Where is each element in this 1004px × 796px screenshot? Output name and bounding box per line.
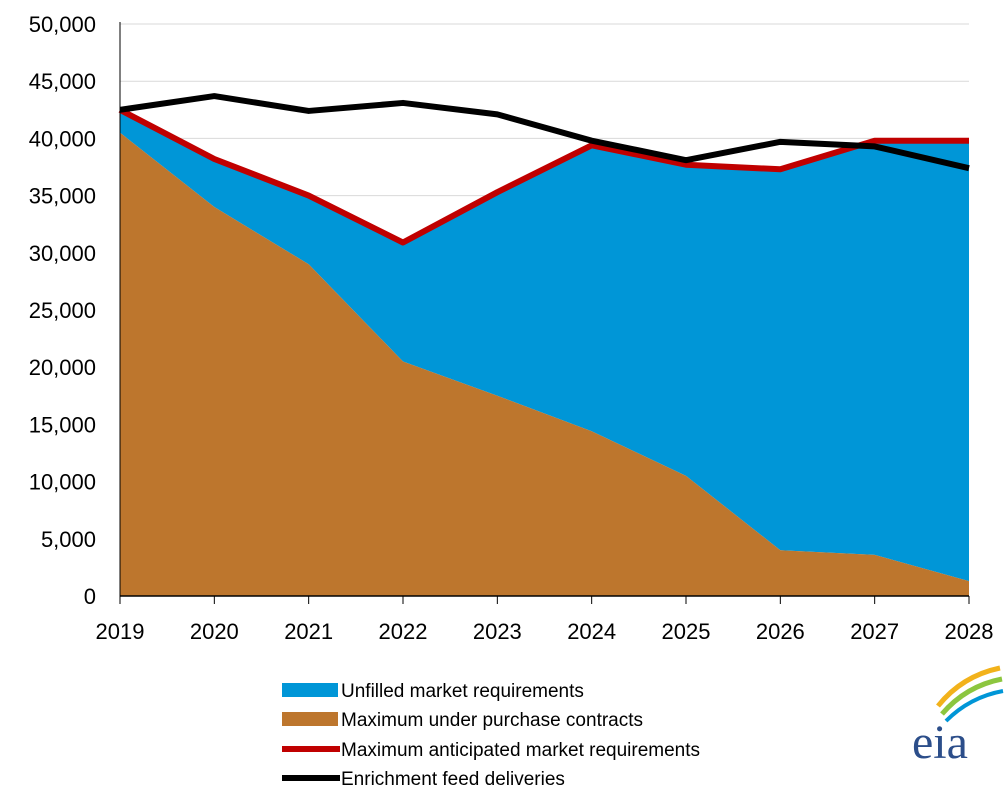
line-enrichment-feed-deliveries [119, 93, 970, 172]
x-tick-label-0: 2019 [96, 619, 145, 644]
legend-label-1: Maximum under purchase contracts [341, 710, 643, 731]
eia-logo: eia [912, 665, 1004, 769]
y-tick-label-9: 45,000 [29, 69, 96, 94]
x-tick-label-2: 2021 [284, 619, 333, 644]
y-tick-label-10: 50,000 [29, 12, 96, 37]
x-tick-label-5: 2024 [567, 619, 616, 644]
area-series [120, 109, 969, 596]
y-tick-label-0: 0 [84, 584, 96, 609]
y-tick-label-1: 5,000 [41, 527, 96, 552]
x-tick-label-4: 2023 [473, 619, 522, 644]
logo-swoosh-green [940, 676, 1003, 716]
area-maximum-under-purchase-contracts [120, 132, 969, 596]
legend-label-2: Maximum anticipated market requirements [341, 740, 700, 761]
y-tick-label-8: 40,000 [29, 126, 96, 151]
x-tick-label-1: 2020 [190, 619, 239, 644]
area-unfilled-market-requirements [120, 109, 969, 582]
legend-swatch-1 [282, 712, 338, 726]
y-tick-label-3: 15,000 [29, 412, 96, 437]
x-tick-label-6: 2025 [662, 619, 711, 644]
x-tick-label-8: 2027 [850, 619, 899, 644]
legend-label-3: Enrichment feed deliveries [341, 769, 565, 790]
x-tick-labels: 2019 2020 2021 2022 2023 2024 2025 2026 2027 2028 [96, 619, 994, 644]
axes [119, 22, 970, 604]
logo-swoosh-blue [944, 689, 1004, 723]
line-maximum-anticipated-market-requirements [118, 107, 969, 246]
legend-label-0: Unfilled market requirements [341, 681, 584, 702]
y-tick-label-6: 30,000 [29, 241, 96, 266]
y-tick-label-2: 10,000 [29, 470, 96, 495]
legend-swatch-0 [282, 683, 338, 697]
logo-text: eia [912, 716, 968, 769]
y-tick-label-4: 20,000 [29, 355, 96, 380]
x-tick-label-3: 2022 [379, 619, 428, 644]
logo-swoosh-yellow [936, 665, 1001, 708]
legend: Unfilled market requirements Maximum unde… [282, 681, 700, 790]
y-tick-labels: 0 5,000 10,000 15,000 20,000 25,000 30,000 35,0… [29, 12, 96, 609]
x-tick-label-9: 2028 [945, 619, 994, 644]
x-tick-label-7: 2026 [756, 619, 805, 644]
line-series [118, 93, 970, 246]
y-tick-label-5: 25,000 [29, 298, 96, 323]
y-tick-label-7: 35,000 [29, 184, 96, 209]
